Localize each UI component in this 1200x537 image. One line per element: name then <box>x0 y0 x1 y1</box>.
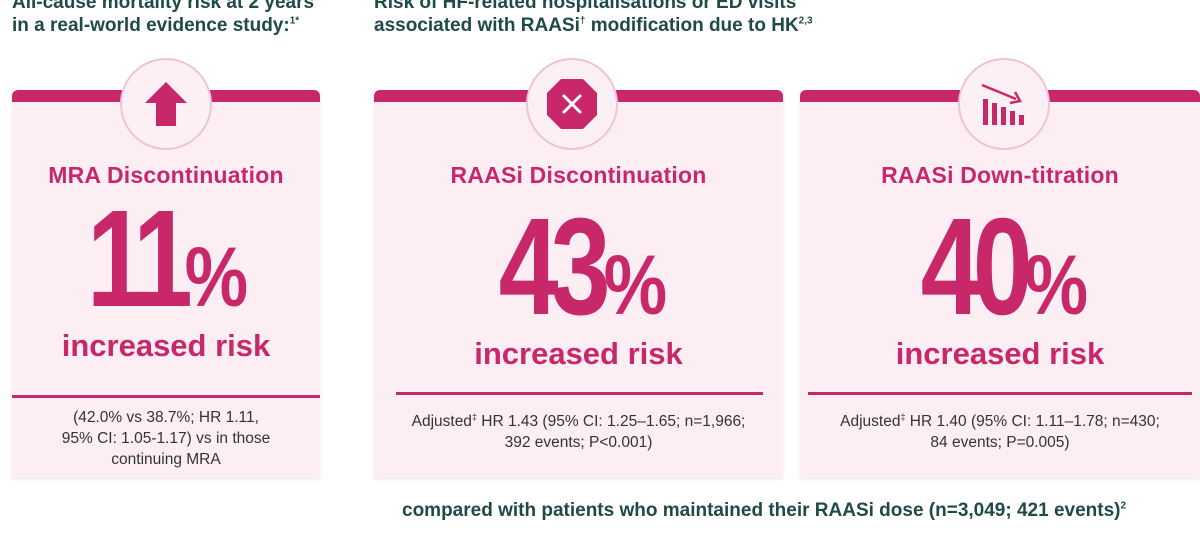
detail-line2: 84 events; P=0.005) <box>930 434 1070 451</box>
detail-prefix: Adjusted <box>411 413 472 430</box>
detail-line1: (42.0% vs 38.7%; HR 1.11, <box>73 409 259 426</box>
card-detail: (42.0% vs 38.7%; HR 1.11, 95% CI: 1.05-1… <box>22 407 310 470</box>
mortality-heading-line2-wrap: in a real-world evidence study:1* <box>12 14 314 37</box>
hospitalisation-heading-line2a: associated with RAASi <box>374 15 580 36</box>
increased-risk-label: increased risk <box>474 336 683 371</box>
detail-line3: continuing MRA <box>111 451 221 468</box>
down-trend-chart-icon <box>958 58 1050 150</box>
footer-sup: 2 <box>1120 500 1127 512</box>
dagger-sup: † <box>579 15 586 27</box>
detail-line1: Adjusted‡ HR 1.43 (95% CI: 1.25–1.65; n=… <box>384 411 773 432</box>
reference-sup: 2,3 <box>798 15 813 27</box>
percent-sign: % <box>1024 238 1089 332</box>
increased-risk-label: increased risk <box>895 336 1105 371</box>
detail-line2: 392 events; P<0.001) <box>504 434 653 451</box>
comparison-footnote: compared with patients who maintained th… <box>402 500 1126 522</box>
card-detail: Adjusted‡ HR 1.43 (95% CI: 1.25–1.65; n=… <box>384 411 773 453</box>
arrow-up-icon <box>120 58 212 150</box>
mortality-heading: All-cause mortality risk at 2 years in a… <box>12 0 314 37</box>
raasi-discontinuation-card: RAASi Discontinuation 43% increased risk… <box>374 58 783 478</box>
detail-line1-rest: HR 1.40 (95% CI: 1.11–1.78; n=430; <box>905 413 1160 430</box>
increased-risk-label: increased risk <box>61 328 271 363</box>
hospitalisation-heading: Risk of HF-related hospitalisations or E… <box>374 0 813 37</box>
card-title: RAASi Discontinuation <box>450 162 707 188</box>
stop-x-icon <box>526 58 618 150</box>
detail-prefix: Adjusted <box>840 413 901 430</box>
detail-line1-rest: HR 1.43 (95% CI: 1.25–1.65; n=1,966; <box>476 413 746 430</box>
risk-number: 40 <box>920 190 1033 344</box>
double-dagger-sup: ‡ <box>471 411 477 422</box>
detail-line2: 95% CI: 1.05-1.17) vs in those <box>61 430 271 447</box>
risk-number: 43 <box>499 190 611 344</box>
mortality-heading-sup: 1* <box>289 15 300 27</box>
risk-value: 43% <box>374 198 783 336</box>
risk-number: 11 <box>86 182 193 336</box>
double-dagger-sup: ‡ <box>900 411 906 422</box>
risk-value: 11% <box>6 190 320 328</box>
hospitalisation-heading-line2b: modification due to HK <box>585 15 799 36</box>
percent-sign: % <box>603 238 667 332</box>
raasi-down-titration-card: RAASi Down-titration 40% increased risk … <box>800 58 1200 478</box>
divider <box>808 392 1192 395</box>
mortality-heading-line2: in a real-world evidence study: <box>12 15 290 36</box>
mra-discontinuation-card: MRA Discontinuation 11% increased risk (… <box>12 58 320 478</box>
footer-text: compared with patients who maintained th… <box>402 500 1121 521</box>
detail-line1: Adjusted‡ HR 1.40 (95% CI: 1.11–1.78; n=… <box>810 411 1190 432</box>
card-detail: Adjusted‡ HR 1.40 (95% CI: 1.11–1.78; n=… <box>810 411 1190 453</box>
hospitalisation-heading-line1: Risk of HF-related hospitalisations or E… <box>374 0 797 13</box>
divider <box>396 392 763 395</box>
divider <box>12 395 320 398</box>
risk-value: 40% <box>800 198 1200 336</box>
hospitalisation-heading-line2-wrap: associated with RAASi† modification due … <box>374 14 813 37</box>
card-title: MRA Discontinuation <box>48 162 284 188</box>
percent-sign: % <box>184 230 248 324</box>
card-title: RAASi Down-titration <box>881 162 1119 188</box>
mortality-heading-line1: All-cause mortality risk at 2 years <box>12 0 315 13</box>
